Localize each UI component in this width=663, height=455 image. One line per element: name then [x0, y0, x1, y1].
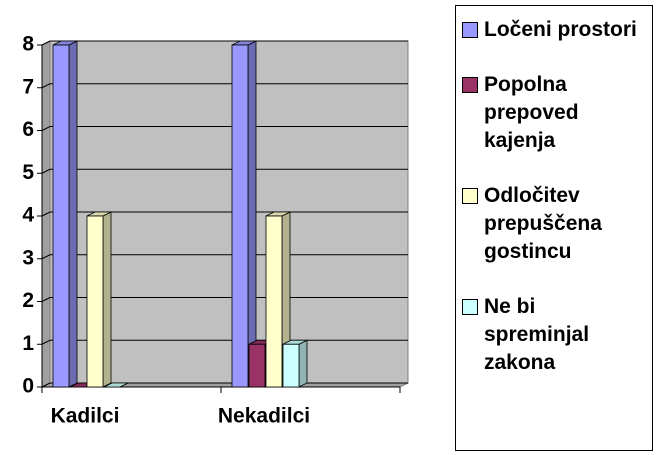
legend-label: Ločeni prostori [484, 18, 637, 41]
legend-entry: Ne bi spreminjal zakona [462, 293, 646, 377]
legend-label: Odločitev prepuščena gostincu [484, 184, 602, 263]
bar [265, 215, 283, 388]
bar [86, 215, 104, 388]
legend-swatch [462, 22, 478, 38]
bar [52, 44, 70, 388]
y-tick-label: 3 [22, 246, 34, 269]
bar-side [68, 40, 78, 388]
legend-entry: Popolna prepoved kajenja [462, 71, 646, 155]
grid-line [41, 83, 408, 89]
y-tick-label: 6 [22, 118, 34, 141]
legend-swatch [462, 188, 478, 204]
legend-swatch [462, 77, 478, 93]
y-tick-label: 1 [22, 332, 34, 355]
bar [231, 44, 249, 388]
x-tick-label: Nekadilci [218, 405, 310, 428]
legend-label: Ne bi spreminjal zakona [484, 295, 590, 374]
y-tick-label: 5 [22, 161, 34, 184]
y-tick-label: 2 [22, 289, 34, 312]
y-tick-label: 4 [22, 204, 34, 227]
legend-entry: Odločitev prepuščena gostincu [462, 182, 646, 266]
y-tick-label: 7 [22, 75, 34, 98]
y-tick-label: 8 [22, 33, 34, 56]
y-tick-label: 0 [22, 375, 34, 398]
legend-entry: Ločeni prostori [462, 16, 646, 44]
grid-line [41, 168, 408, 174]
grid-line [41, 126, 408, 131]
bar-side [102, 211, 112, 388]
bar [248, 343, 266, 388]
bar-side [247, 40, 257, 388]
grid-line [41, 40, 408, 46]
legend: Ločeni prostori Popolna prepoved kajenja O… [455, 5, 653, 451]
bar-top [103, 382, 129, 388]
bar [282, 343, 300, 388]
x-tick-label: Kadilci [51, 405, 120, 428]
plot: 0 1 2 3 4 5 6 7 8 Kadilci Nekadilci [22, 33, 409, 428]
legend-swatch [462, 299, 478, 315]
legend-label: Popolna prepoved kajenja [484, 73, 579, 152]
bar-side [298, 339, 308, 388]
